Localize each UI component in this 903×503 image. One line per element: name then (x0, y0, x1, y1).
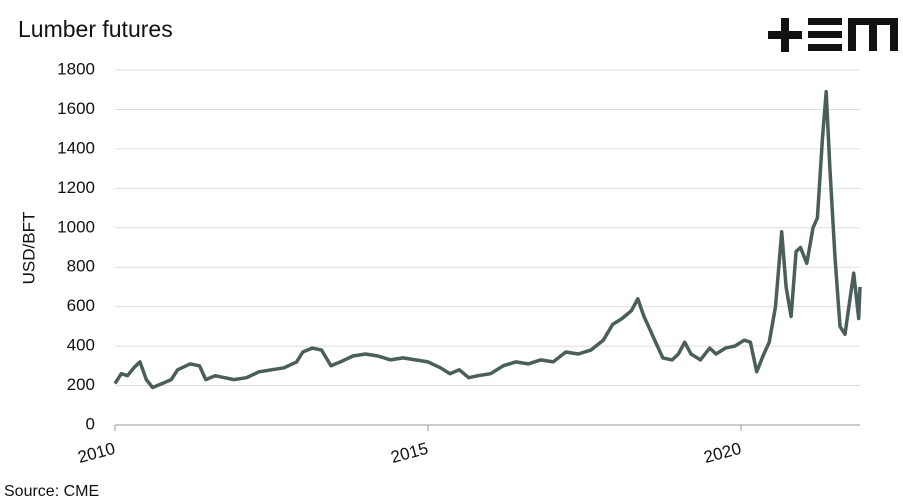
y-tick-label: 800 (67, 257, 95, 276)
y-tick-label: 1000 (57, 217, 95, 236)
line (113, 89, 862, 390)
logo-part (808, 31, 842, 38)
y-tick-label: 0 (86, 414, 95, 433)
y-tick-label: 1200 (57, 178, 95, 197)
y-tick-label: 1600 (57, 99, 95, 118)
y-tick-label: 400 (67, 336, 95, 355)
logo-part (808, 44, 842, 51)
y-tick-label: 600 (67, 296, 95, 315)
logo (768, 18, 898, 52)
logo-part (848, 18, 898, 51)
logo-part (781, 18, 789, 52)
logo-part (808, 18, 842, 25)
source: Source: CME (4, 483, 99, 500)
x-tick-label: 2010 (76, 439, 117, 467)
x-tick-label: 2015 (389, 439, 430, 467)
y-axis-label: USD/BFT (19, 212, 38, 285)
x-tick-label: 2020 (702, 439, 743, 467)
chart-title: Lumber futures (18, 16, 173, 42)
y-tick-label: 1800 (57, 59, 95, 78)
y-tick-label: 1400 (57, 138, 95, 157)
y-tick-label: 200 (67, 375, 95, 394)
